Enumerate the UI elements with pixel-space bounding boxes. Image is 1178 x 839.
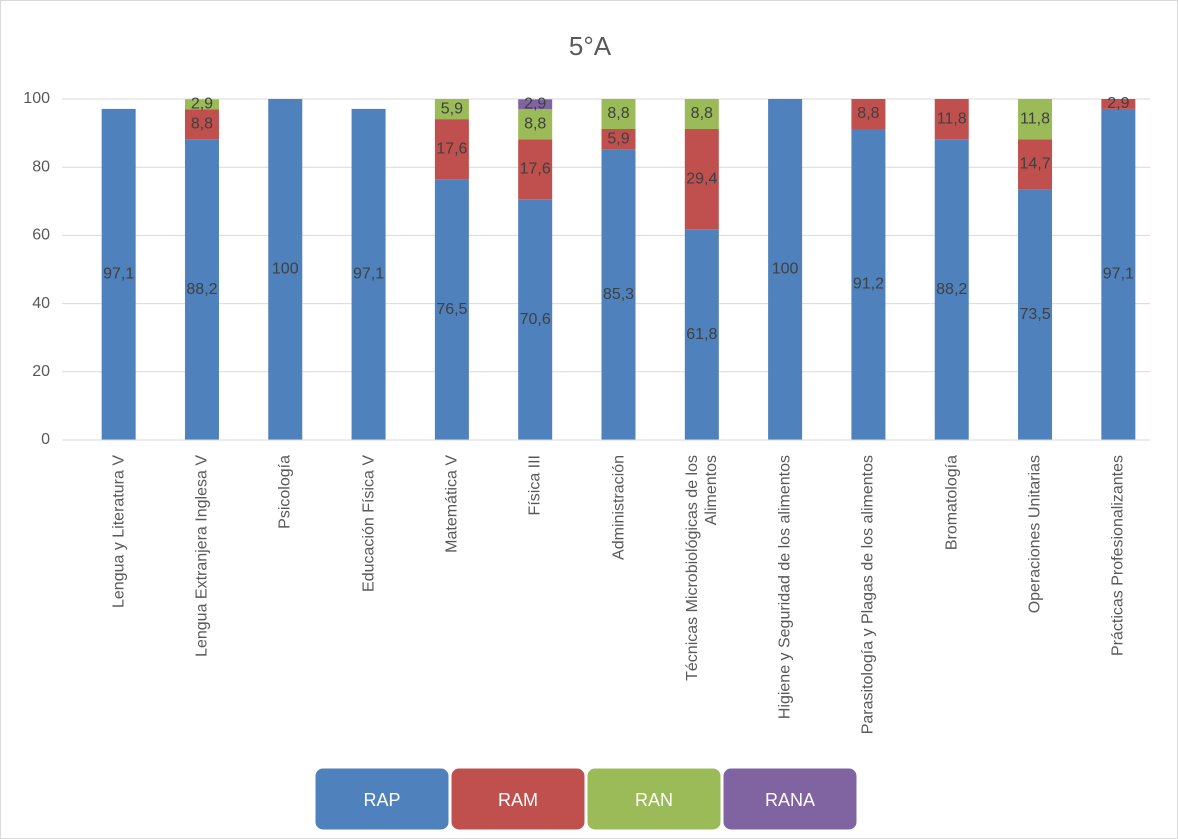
data-label: 88,2 [186, 281, 217, 298]
data-label: 11,8 [1020, 110, 1050, 127]
x-tick-label: Psicología [276, 455, 294, 529]
bar-segment [518, 139, 553, 200]
y-tick-label: 100 [23, 90, 50, 107]
bar-segment [934, 139, 969, 440]
data-label: 2,9 [1107, 95, 1129, 112]
legend-label: RANA [765, 790, 815, 810]
x-tick-label: Operaciones Unitarias [1026, 455, 1044, 614]
legend-swatch [314, 767, 450, 831]
data-label: 14,7 [1019, 156, 1050, 173]
bar-segment [601, 129, 636, 150]
data-label: 8,8 [857, 105, 879, 122]
bar-segment [351, 108, 386, 440]
x-tick-label: Educación Física V [360, 455, 378, 592]
bar-segment [434, 99, 469, 120]
bar-segment [1101, 99, 1136, 109]
bar-segment [101, 108, 136, 440]
data-label: 8,8 [191, 115, 213, 132]
data-label: 29,4 [686, 170, 717, 187]
bar-segment [684, 129, 719, 230]
bar-segment [1101, 108, 1136, 440]
x-tick-label: Física III [526, 455, 544, 516]
bar-segment [1018, 189, 1053, 440]
bar-segment [684, 99, 719, 130]
data-label: 97,1 [103, 266, 134, 283]
bar-segment [851, 129, 886, 440]
bar-segment [184, 139, 219, 440]
bar-segment [1018, 99, 1053, 140]
data-label: 8,8 [524, 115, 546, 132]
bar-segment [434, 119, 469, 180]
legend-swatch [722, 767, 858, 831]
bar-segment [518, 199, 553, 440]
legend-label: RAN [635, 790, 673, 810]
x-tick-label: Administración [610, 455, 627, 560]
x-tick-label: Bromatología [943, 455, 961, 551]
x-tick-label: Parasitología y Plagas de los alimentos [859, 455, 877, 735]
x-tick-label: Prácticas Profesionalizantes [1109, 455, 1127, 656]
data-label: 2,9 [524, 96, 546, 113]
data-label: 73,5 [1019, 306, 1050, 323]
y-tick-label: 20 [32, 363, 50, 380]
bar-segment [518, 99, 553, 110]
data-label: 88,2 [936, 281, 967, 298]
data-label: 97,1 [1103, 266, 1134, 283]
data-label: 100 [272, 261, 299, 278]
data-label: 11,8 [937, 110, 967, 127]
y-tick-label: 60 [32, 227, 50, 244]
data-label: 97,1 [353, 266, 384, 283]
data-label: 91,2 [853, 276, 884, 293]
bar-segment [1018, 139, 1053, 190]
data-label: 2,9 [191, 96, 213, 113]
y-tick-label: 40 [32, 295, 50, 312]
bar-segment [601, 149, 636, 440]
bar-segment [184, 109, 219, 140]
data-label: 85,3 [603, 286, 634, 303]
bar-segment [268, 99, 303, 440]
x-tick-label: Matemática V [443, 455, 461, 553]
y-tick-label: 80 [32, 158, 50, 175]
legend-swatch [450, 767, 586, 831]
data-label: 5,9 [441, 100, 463, 117]
data-label: 70,6 [520, 311, 551, 328]
data-label: 17,6 [436, 140, 467, 157]
data-label: 17,6 [520, 160, 551, 177]
chart-title: 5°A [569, 31, 612, 61]
legend-label: RAM [498, 790, 538, 810]
x-tick-label: Higiene y Seguridad de los alimentos [776, 455, 794, 720]
data-label: 100 [772, 261, 799, 278]
bar-segment [434, 179, 469, 440]
bar-segment [518, 109, 553, 140]
data-label: 76,5 [436, 301, 467, 318]
data-label: 8,8 [691, 105, 713, 122]
bar-segment [184, 99, 219, 110]
bar-segment [601, 99, 636, 130]
legend-swatch [586, 767, 722, 831]
x-tick-label: Lengua y Literatura V [110, 455, 128, 608]
y-tick-label: 0 [41, 431, 50, 448]
x-tick-label: Lengua Extranjera Inglesa V [193, 455, 211, 657]
bar-segment [684, 229, 719, 440]
bar-segment [934, 99, 969, 140]
bar-segment [768, 99, 803, 440]
data-label: 5,9 [607, 130, 629, 147]
x-tick-label: Técnicas Microbiológicas de los Alimento… [683, 455, 720, 681]
legend-label: RAP [363, 790, 400, 810]
data-label: 61,8 [686, 326, 717, 343]
data-label: 8,8 [607, 105, 629, 122]
bar-segment [851, 99, 886, 130]
